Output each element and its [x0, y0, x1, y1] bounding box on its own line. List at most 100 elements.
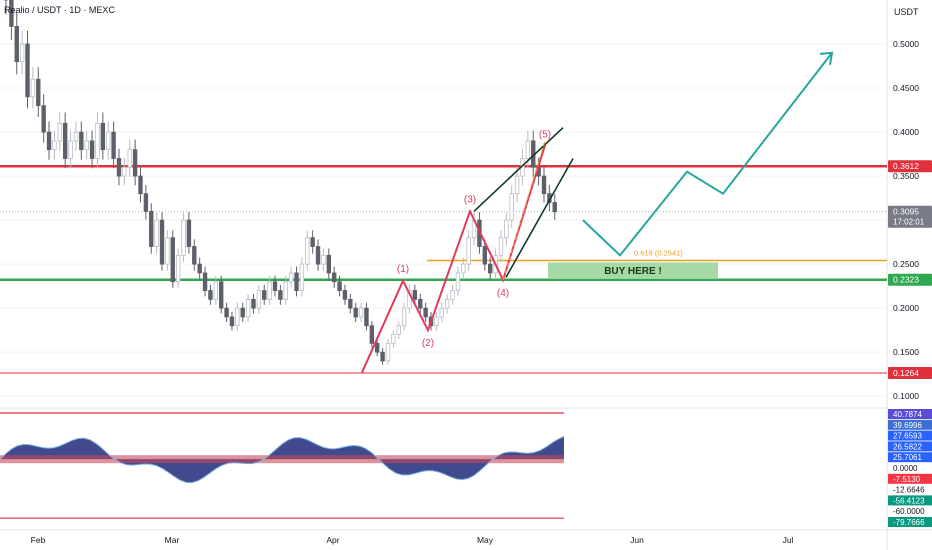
- candle-down: [170, 237, 175, 283]
- candles-layer: [3, 0, 557, 365]
- candle-down: [138, 175, 143, 195]
- indicator-y-label: 25.7061: [893, 453, 922, 462]
- candle-down: [380, 351, 385, 362]
- price-axis[interactable]: 0.50000.45000.40000.35000.30000.25000.20…: [888, 39, 932, 527]
- candle-down: [240, 307, 245, 318]
- candle-up: [213, 281, 219, 300]
- candle-down: [353, 307, 358, 318]
- candle-down: [229, 316, 235, 327]
- indicator-label-box: [888, 452, 932, 463]
- candle-down: [132, 149, 138, 177]
- wave-label: (5): [539, 129, 551, 140]
- candle-up: [509, 193, 514, 221]
- candle-up: [391, 334, 396, 344]
- currency-label[interactable]: USDT: [894, 7, 919, 17]
- indicator-label-box: [888, 409, 932, 419]
- candle-up: [450, 290, 455, 300]
- price-label-text: 0.1264: [893, 368, 919, 378]
- fib-connector-line: [502, 140, 546, 281]
- candle-up: [396, 325, 401, 335]
- indicator-label-box: [888, 430, 932, 441]
- candle-up: [181, 219, 186, 256]
- candle-down: [251, 298, 256, 309]
- candle-up: [321, 254, 326, 265]
- candle-up: [165, 237, 170, 265]
- candle-down: [111, 131, 116, 159]
- time-axis[interactable]: Feb Mar Apr May Jun Jul: [31, 535, 794, 545]
- y-tick-label: 0.2000: [893, 303, 919, 313]
- candle-down: [342, 290, 348, 300]
- candle-up: [127, 149, 132, 168]
- candle-up: [525, 140, 531, 159]
- candle-down: [315, 246, 321, 265]
- candle-up: [175, 254, 181, 283]
- candle-down: [89, 140, 95, 159]
- y-tick-label: 0.4000: [893, 127, 919, 137]
- candle-down: [62, 122, 68, 159]
- indicator-y-label: 26.5822: [893, 442, 922, 451]
- price-label-support: [888, 273, 932, 286]
- candle-up: [68, 140, 73, 159]
- candle-down: [9, 0, 14, 27]
- candle-down: [412, 290, 418, 300]
- candle-up: [57, 122, 62, 142]
- buy-zone-box: [548, 262, 718, 278]
- candle-down: [337, 281, 342, 291]
- x-tick-label: Mar: [165, 535, 180, 545]
- candle-down: [208, 290, 213, 300]
- candle-down: [348, 298, 353, 309]
- candle-up: [256, 290, 262, 309]
- candle-down: [418, 298, 423, 309]
- candle-up: [84, 140, 89, 151]
- candle-down: [326, 254, 331, 274]
- price-label-text: 0.2323: [893, 275, 919, 285]
- fib-label: 0.618 (0.2541): [634, 249, 683, 258]
- indicator-label-box: [888, 473, 932, 484]
- candle-up: [466, 237, 471, 265]
- y-tick-label: 0.1000: [893, 391, 919, 401]
- zones-layer: 0.618 (0.2541) BUY HERE !: [0, 164, 887, 374]
- x-tick-label: Apr: [326, 535, 339, 545]
- candle-up: [122, 166, 127, 177]
- channel-lower-line: [505, 158, 574, 278]
- candle-down: [310, 237, 315, 247]
- candle-up: [235, 307, 240, 327]
- wave-label: (4): [497, 288, 509, 299]
- candle-down: [197, 263, 202, 274]
- candle-up: [95, 122, 100, 159]
- candle-down: [202, 272, 208, 291]
- indicator-y-label: -12.6646: [893, 486, 925, 495]
- candle-down: [218, 281, 224, 309]
- x-tick-label: Jun: [630, 535, 644, 545]
- indicator-y-label: -79.7666: [893, 518, 925, 527]
- y-tick-label: 0.4500: [893, 83, 919, 93]
- y-tick-label: 0.2500: [893, 259, 919, 269]
- candle-down: [331, 272, 337, 283]
- candle-up: [154, 219, 159, 247]
- price-label-low: [888, 366, 932, 379]
- candle-up: [461, 263, 466, 274]
- indicator-label-box: [888, 419, 932, 430]
- indicator-y-label: 27.6593: [893, 432, 922, 441]
- candle-down: [14, 26, 19, 63]
- candle-down: [116, 158, 122, 177]
- indicator-y-label: 0.0000: [893, 464, 918, 473]
- symbol-title: Realio / USDT · 1D · MEXC: [4, 5, 115, 15]
- candle-down: [487, 263, 493, 274]
- candle-down: [41, 105, 46, 133]
- candle-down: [272, 281, 278, 291]
- candle-up: [299, 263, 305, 291]
- price-label-last: [888, 205, 932, 228]
- candle-down: [25, 43, 30, 98]
- oscillator-line: [0, 436, 565, 484]
- candle-up: [52, 140, 57, 151]
- candle-up: [401, 307, 407, 327]
- candle-up: [358, 307, 364, 318]
- projection-path: [582, 52, 833, 257]
- candle-down: [369, 325, 375, 344]
- candle-up: [267, 281, 272, 300]
- histogram-band: [0, 455, 564, 464]
- x-tick-label: Jul: [783, 535, 794, 545]
- candle-down: [149, 210, 154, 247]
